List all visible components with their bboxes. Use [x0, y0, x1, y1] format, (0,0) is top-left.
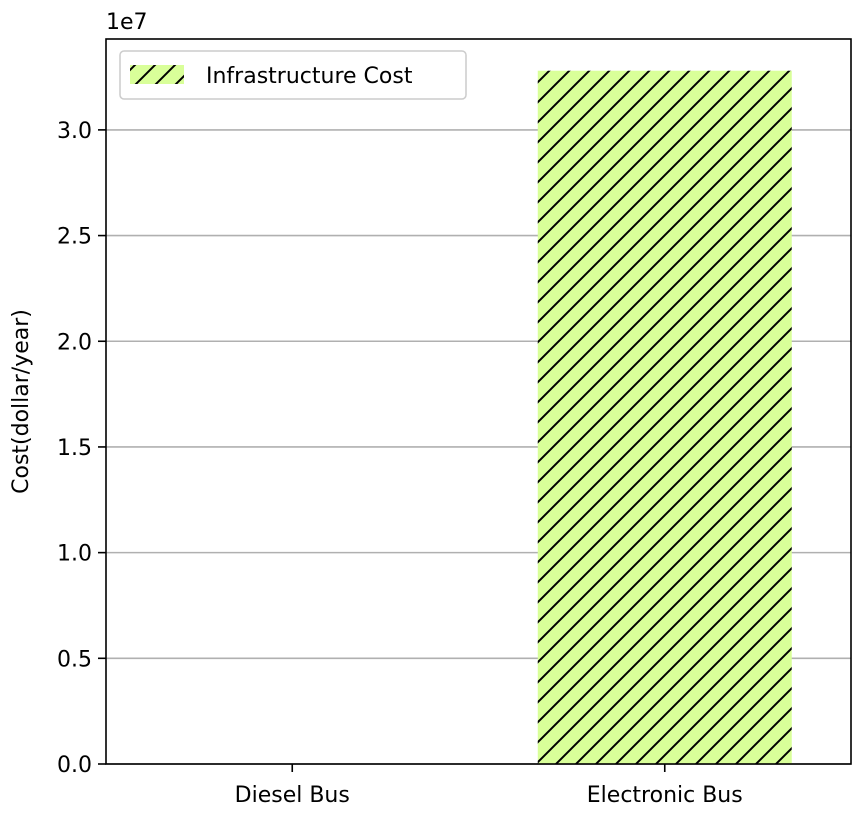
x-axis-ticks: Diesel Bus Electronic Bus	[235, 764, 743, 808]
legend-box	[119, 50, 467, 100]
gridlines	[106, 129, 851, 765]
bars	[537, 70, 792, 764]
y-tick-label: 3.0	[57, 119, 92, 144]
y-tick-label: 0.5	[57, 647, 92, 672]
y-axis-label: Cost(dollar/year)	[9, 309, 34, 494]
plot-frame	[105, 38, 852, 765]
y-scale-label: 1e7	[106, 10, 148, 35]
y-tick-label: 2.5	[57, 225, 92, 250]
x-tick-label: Electronic Bus	[587, 783, 743, 808]
y-tick-label: 0.0	[57, 753, 92, 778]
legend: Infrastructure Cost	[119, 50, 467, 100]
y-tick-label: 1.0	[57, 542, 92, 567]
bar	[537, 70, 792, 764]
y-tick-label: 1.5	[57, 436, 92, 461]
y-axis-ticks: 0.0 0.5 1.0 1.5 2.0 2.5 3.0	[57, 119, 106, 778]
x-tick-label: Diesel Bus	[235, 783, 350, 808]
y-tick-label: 2.0	[57, 330, 92, 355]
legend-swatch-infrastructure-cost	[130, 65, 184, 84]
legend-label-infrastructure-cost: Infrastructure Cost	[206, 64, 413, 89]
